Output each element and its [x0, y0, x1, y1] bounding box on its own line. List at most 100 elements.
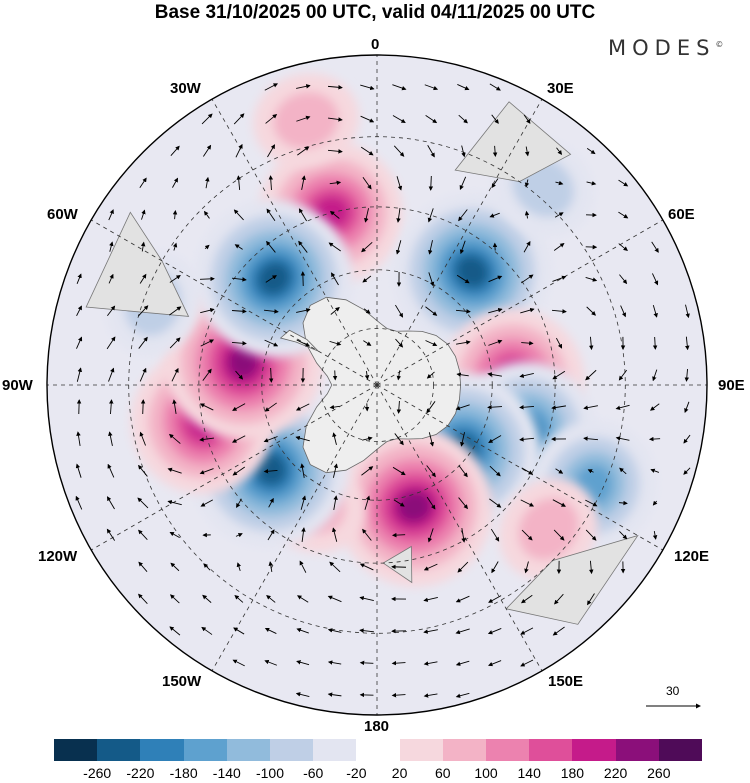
wind-arrow — [392, 466, 406, 476]
wind-arrow — [359, 596, 374, 602]
wind-arrow — [364, 495, 371, 510]
wind-arrow — [555, 337, 563, 349]
wind-arrow — [455, 628, 470, 635]
wind-arrow — [455, 595, 470, 603]
wind-arrow — [109, 399, 114, 415]
wind-arrow — [171, 367, 179, 382]
wind-arrow — [491, 561, 499, 574]
wind-arrow — [331, 272, 339, 286]
wind-arrow — [652, 500, 658, 506]
wind-arrow — [459, 240, 466, 255]
wind-arrow — [487, 372, 502, 377]
wind-arrow — [684, 401, 690, 414]
wind-arrow — [423, 563, 438, 571]
wind-arrow — [205, 176, 210, 189]
wind-arrow — [331, 527, 338, 542]
wind-arrow — [520, 499, 535, 507]
colorbar-tick-label: -220 — [126, 765, 155, 781]
wind-arrow — [138, 561, 148, 572]
lon-label-60w: 60W — [47, 206, 78, 223]
wind-arrow — [423, 693, 438, 698]
wind-arrow — [170, 562, 180, 572]
wind-arrow — [327, 628, 342, 633]
wind-arrow — [520, 627, 534, 635]
wind-arrow — [232, 403, 246, 411]
wind-arrow — [107, 463, 115, 478]
wind-arrow — [263, 436, 278, 443]
wind-arrow — [264, 339, 279, 347]
wind-arrow — [618, 211, 629, 219]
wind-arrow — [108, 273, 114, 284]
wind-arrow — [553, 529, 565, 541]
meridian-line — [376, 99, 543, 386]
colorbar-tick-label: -20 — [346, 765, 367, 781]
wind-arrow — [233, 627, 245, 635]
wind-arrow — [423, 661, 438, 666]
wind-arrow — [652, 336, 658, 350]
wind-arrow — [236, 562, 242, 572]
wind-arrow — [204, 244, 210, 250]
wind-arrow — [263, 469, 278, 474]
wind-arrow — [138, 529, 148, 540]
wind-arrow — [359, 660, 374, 666]
wind-arrow — [456, 274, 470, 284]
wind-arrow — [107, 305, 116, 317]
wind-arrow — [586, 306, 596, 316]
wind-arrow — [296, 308, 311, 313]
wind-arrow — [167, 467, 182, 474]
wind-arrow — [236, 498, 242, 508]
wind-arrow — [395, 338, 404, 348]
meridian-line — [376, 384, 663, 551]
wind-arrow — [455, 309, 471, 314]
wind-arrow — [524, 146, 530, 157]
wind-arrow — [234, 594, 244, 603]
wind-arrow — [492, 145, 498, 158]
wind-arrow — [396, 370, 402, 381]
wind-arrow — [650, 468, 660, 473]
wind-arrow — [108, 209, 114, 221]
wind-arrow — [295, 435, 310, 442]
wind-arrow — [235, 370, 244, 380]
wind-arrow — [138, 464, 148, 477]
wind-arrow — [169, 275, 181, 283]
wind-arrow — [587, 469, 594, 474]
colorbar-tick-label: 220 — [603, 765, 628, 781]
wind-arrow — [426, 465, 436, 478]
wind-arrow — [426, 371, 435, 379]
wind-arrow — [556, 147, 563, 155]
wind-arrow — [267, 144, 275, 158]
colorbar-swatch — [313, 739, 357, 761]
wind-arrow — [585, 276, 598, 282]
wind-arrow — [396, 176, 403, 191]
wind-arrow — [457, 561, 469, 573]
colorbar-tick-label: -60 — [303, 765, 324, 781]
wind-arrow — [296, 84, 311, 89]
wind-arrow — [268, 497, 274, 508]
wind-arrow — [200, 339, 215, 347]
wind-arrow — [138, 336, 148, 349]
wind-arrow — [138, 593, 148, 605]
wind-arrow — [428, 272, 435, 287]
wind-arrow — [199, 468, 214, 475]
wind-arrow — [458, 497, 468, 510]
wind-arrow — [619, 274, 628, 285]
anomaly-contour-fill — [273, 92, 339, 149]
wind-arrow — [268, 175, 274, 191]
wind-arrow — [330, 306, 340, 315]
wind-arrow — [172, 242, 178, 251]
wind-arrow — [139, 177, 147, 189]
wind-arrow — [167, 500, 182, 506]
wind-arrow — [361, 466, 374, 476]
colorbar-tick-label: 260 — [647, 765, 671, 781]
wind-arrow — [425, 340, 438, 347]
wind-arrow — [108, 431, 113, 446]
wind-arrow — [523, 240, 531, 253]
wind-arrow — [683, 434, 691, 444]
brand-mark: © — [715, 40, 724, 49]
wind-arrow — [488, 435, 502, 443]
wind-arrow — [139, 431, 146, 446]
colorbar-swatch — [226, 739, 271, 761]
wind-arrow — [427, 208, 434, 223]
wind-arrow — [107, 496, 115, 510]
colorbar-swatch — [486, 739, 530, 761]
